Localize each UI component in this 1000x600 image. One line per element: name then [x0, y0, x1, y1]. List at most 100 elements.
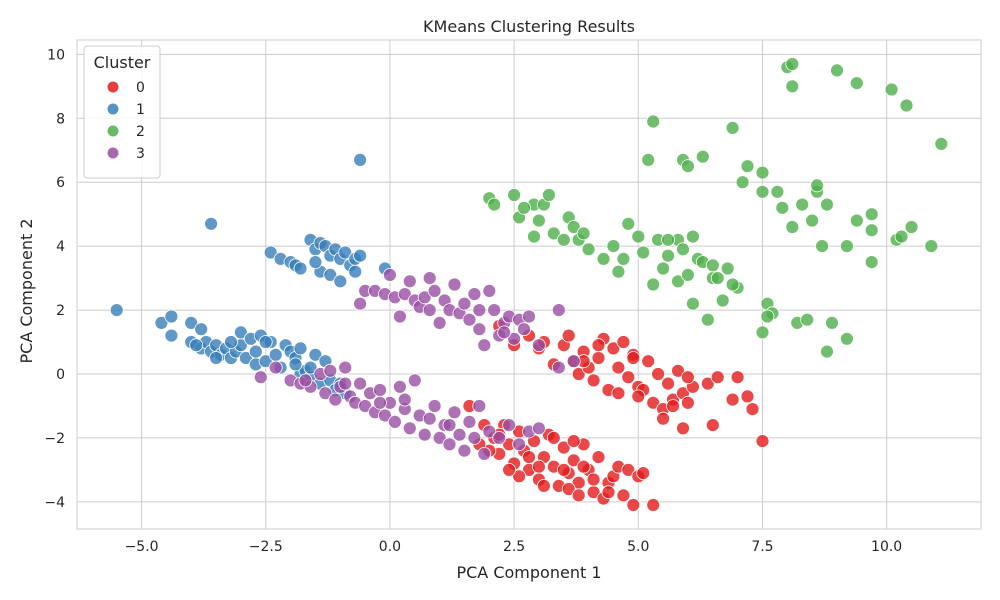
- point-cluster-0: [745, 402, 760, 417]
- point-cluster-2: [725, 277, 740, 292]
- point-cluster-3: [507, 331, 521, 346]
- point-cluster-2: [840, 331, 854, 346]
- point-cluster-2: [755, 325, 770, 340]
- point-cluster-3: [353, 296, 368, 311]
- point-cluster-0: [576, 459, 591, 474]
- point-cluster-1: [268, 347, 283, 362]
- point-cluster-3: [397, 392, 412, 407]
- legend-title: Cluster: [94, 53, 151, 72]
- y-tick-label: −2: [44, 431, 65, 447]
- point-cluster-2: [596, 251, 611, 266]
- point-cluster-3: [318, 386, 333, 401]
- point-cluster-3: [417, 427, 432, 442]
- point-cluster-0: [616, 488, 631, 503]
- point-cluster-0: [566, 453, 581, 468]
- point-cluster-3: [373, 395, 387, 410]
- point-cluster-3: [487, 303, 502, 318]
- point-cluster-0: [616, 335, 631, 349]
- point-cluster-2: [546, 226, 561, 241]
- point-cluster-2: [755, 184, 770, 199]
- point-cluster-3: [402, 274, 417, 289]
- point-cluster-2: [581, 242, 596, 257]
- point-cluster-3: [397, 287, 412, 302]
- point-cluster-2: [686, 229, 700, 244]
- point-cluster-3: [392, 379, 407, 394]
- point-cluster-2: [735, 175, 750, 190]
- point-cluster-1: [204, 216, 219, 231]
- point-cluster-2: [636, 245, 651, 260]
- point-cluster-2: [785, 57, 800, 71]
- point-cluster-1: [293, 261, 308, 276]
- point-cluster-0: [546, 430, 561, 445]
- point-cluster-3: [378, 408, 392, 423]
- point-cluster-1: [333, 274, 348, 289]
- point-cluster-2: [556, 232, 571, 247]
- point-cluster-2: [800, 312, 815, 327]
- point-cluster-0: [705, 418, 720, 433]
- point-cluster-1: [258, 354, 273, 369]
- point-cluster-2: [532, 213, 546, 228]
- point-cluster-2: [760, 309, 775, 324]
- point-cluster-3: [358, 399, 373, 413]
- legend-items: 0 1 2 3: [107, 80, 145, 162]
- y-axis-label: PCA Component 2: [17, 218, 36, 363]
- point-cluster-3: [402, 421, 417, 436]
- x-tick-label: 2.5: [503, 539, 525, 555]
- point-cluster-3: [338, 376, 353, 391]
- point-cluster-0: [611, 386, 626, 401]
- point-cluster-1: [348, 264, 363, 279]
- point-cluster-3: [268, 360, 283, 375]
- point-cluster-3: [522, 309, 536, 324]
- point-cluster-2: [661, 248, 675, 263]
- point-cluster-3: [452, 427, 467, 442]
- point-cluster-2: [661, 232, 675, 247]
- point-cluster-0: [730, 370, 745, 385]
- point-cluster-0: [681, 395, 695, 410]
- point-cluster-3: [472, 303, 487, 318]
- data-points: [109, 57, 949, 512]
- point-cluster-2: [700, 312, 715, 327]
- point-cluster-0: [571, 367, 586, 381]
- point-cluster-3: [477, 446, 492, 461]
- point-cluster-3: [382, 267, 397, 282]
- point-cluster-2: [785, 220, 800, 234]
- point-cluster-2: [527, 229, 541, 244]
- point-cluster-3: [512, 437, 526, 452]
- point-cluster-2: [695, 149, 710, 164]
- point-cluster-1: [353, 152, 368, 167]
- point-cluster-3: [457, 443, 472, 458]
- point-cluster-2: [924, 239, 939, 254]
- point-cluster-2: [785, 79, 800, 94]
- point-cluster-0: [522, 450, 536, 465]
- point-cluster-2: [656, 261, 670, 276]
- point-cluster-1: [238, 351, 253, 365]
- point-cluster-1: [308, 347, 323, 362]
- point-cluster-0: [621, 462, 636, 477]
- point-cluster-3: [338, 360, 353, 375]
- point-cluster-3: [462, 312, 477, 327]
- point-cluster-0: [537, 478, 551, 493]
- point-cluster-1: [209, 351, 224, 365]
- point-cluster-0: [646, 395, 661, 410]
- point-cluster-0: [710, 370, 725, 385]
- legend-label-2: 2: [136, 124, 145, 140]
- chart-title: KMeans Clustering Results: [423, 17, 635, 36]
- point-cluster-2: [641, 152, 656, 167]
- point-cluster-0: [646, 498, 661, 512]
- point-cluster-2: [810, 178, 824, 193]
- point-cluster-1: [194, 322, 209, 337]
- point-cluster-2: [720, 261, 735, 276]
- point-cluster-3: [432, 430, 447, 445]
- point-cluster-3: [417, 290, 432, 305]
- point-cluster-3: [442, 418, 457, 433]
- point-cluster-1: [224, 335, 238, 349]
- point-cluster-3: [432, 315, 447, 330]
- point-cluster-0: [676, 421, 690, 436]
- point-cluster-3: [442, 437, 457, 452]
- point-cluster-2: [686, 296, 700, 311]
- point-cluster-3: [482, 424, 497, 439]
- x-tick-label: 0.0: [379, 539, 401, 555]
- y-tick-label: 10: [47, 47, 65, 63]
